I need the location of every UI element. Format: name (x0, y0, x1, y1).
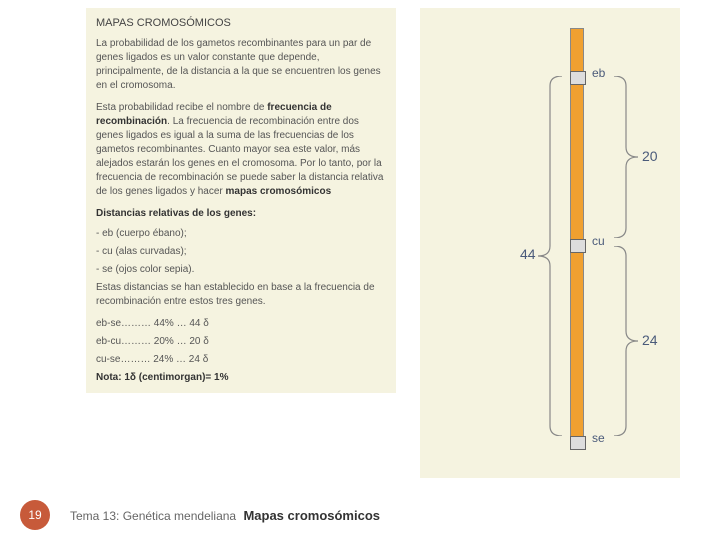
gene-se: - se (ojos color sepia). (96, 263, 386, 277)
dist-label-44: 44 (520, 246, 536, 262)
band-eb (570, 71, 586, 85)
label-eb: eb (592, 66, 605, 80)
brace-right-20-icon (610, 76, 638, 238)
dist-label-20: 20 (642, 148, 658, 164)
brace-right-24-icon (610, 246, 638, 436)
band-se (570, 436, 586, 450)
panel-title: MAPAS CROMOSÓMICOS (96, 16, 386, 31)
dist-eb-se: eb-se……… 44% … 44 δ (96, 317, 386, 331)
chromosome-diagram: eb cu se 44 20 24 (420, 8, 680, 478)
footer-text: Tema 13: Genética mendeliana Mapas cromo… (70, 508, 380, 523)
para-2: Esta probabilidad recibe el nombre de fr… (96, 101, 386, 199)
footer-topic: Mapas cromosómicos (243, 508, 380, 523)
gene-cu: - cu (alas curvadas); (96, 245, 386, 259)
slide-footer: 19 Tema 13: Genética mendeliana Mapas cr… (0, 490, 720, 540)
label-se: se (592, 431, 605, 445)
footer-tema: Tema 13: Genética mendeliana (70, 509, 236, 523)
gene-eb: - eb (cuerpo ébano); (96, 227, 386, 241)
para-1: La probabilidad de los gametos recombina… (96, 37, 386, 93)
text-panel: MAPAS CROMOSÓMICOS La probabilidad de lo… (86, 8, 396, 393)
para-2-bold2: mapas cromosómicos (226, 186, 332, 197)
band-cu (570, 239, 586, 253)
page-number-badge: 19 (20, 500, 50, 530)
dist-label-24: 24 (642, 332, 658, 348)
label-cu: cu (592, 234, 605, 248)
dist-cu-se: cu-se……… 24% … 24 δ (96, 353, 386, 367)
para-2-pre: Esta probabilidad recibe el nombre de (96, 102, 267, 113)
para-3: Estas distancias se han establecido en b… (96, 281, 386, 309)
brace-left-icon (538, 76, 566, 436)
dist-eb-cu: eb-cu……… 20% … 20 δ (96, 335, 386, 349)
note-centimorgan: Nota: 1δ (centimorgan)= 1% (96, 371, 386, 385)
subtitle-distances: Distancias relativas de los genes: (96, 207, 386, 221)
chromosome-bar (570, 28, 584, 448)
